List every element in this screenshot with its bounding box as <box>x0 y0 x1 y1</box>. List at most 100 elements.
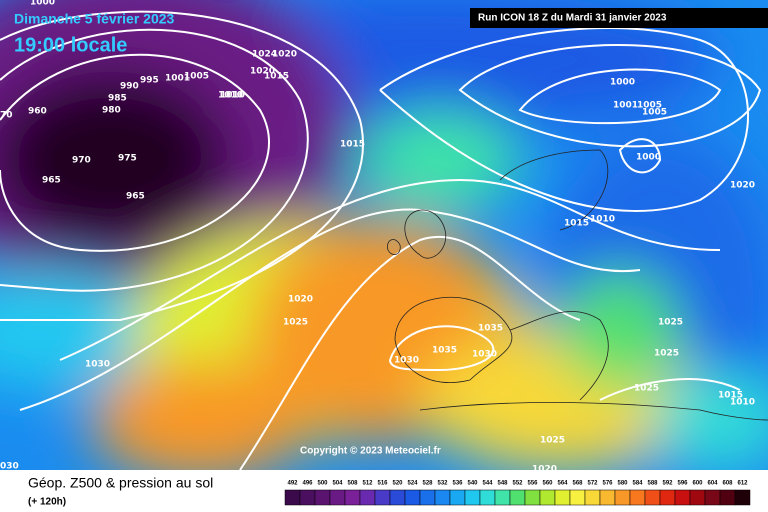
colorbar-label: 608 <box>722 481 733 487</box>
isobar-label: 1025 <box>654 349 679 359</box>
isobar-label: 1010 <box>218 91 243 101</box>
colorbar-swatch <box>329 489 346 506</box>
colorbar-swatch <box>299 489 316 506</box>
colorbar-swatch <box>434 489 451 506</box>
colorbar-label: 532 <box>437 481 448 487</box>
footer-title: Géop. Z500 & pression au sol <box>28 475 213 491</box>
coastlines <box>387 149 768 421</box>
isobar-label: 1025 <box>540 436 565 446</box>
colorbar-label: 516 <box>377 481 388 487</box>
colorbar-swatch <box>644 489 661 506</box>
colorbar-label: 536 <box>452 481 463 487</box>
colorbar-label: 564 <box>557 481 568 487</box>
isobar-label: 1015 <box>340 140 365 150</box>
colorbar-swatch <box>359 489 376 506</box>
colorbar-label: 492 <box>287 481 298 487</box>
colorbar-label: 560 <box>542 481 553 487</box>
isobar-label: 990 <box>120 82 139 92</box>
colorbar-label: 512 <box>362 481 373 487</box>
time-label: 19:00 locale <box>14 34 127 56</box>
colorbar-swatch <box>374 489 391 506</box>
colorbar-swatch <box>389 489 406 506</box>
colorbar: 492 496 500 504 508 512 516 520 524 528 532 536 540 5… <box>284 481 751 506</box>
isobar-label: 1020 <box>730 181 755 191</box>
isobar-label: 1035 <box>432 346 457 356</box>
colorbar-label: 500 <box>317 481 328 487</box>
colorbar-label: 528 <box>422 481 433 487</box>
isobar-label: 1000 <box>30 0 55 8</box>
isobar-label: 965 <box>126 192 145 202</box>
run-box <box>470 8 768 28</box>
isobar-label: 995 <box>140 76 159 86</box>
colorbar-label: 604 <box>707 481 718 487</box>
colorbar-label: 556 <box>527 481 538 487</box>
isobar-label: 960 <box>28 107 47 117</box>
isobar-label: 1005 <box>637 101 662 111</box>
isobar-label: 1030 <box>472 350 497 360</box>
date-label: Dimanche 5 février 2023 <box>14 11 175 27</box>
colorbar-label: 612 <box>737 481 748 487</box>
isobar-label: 1010 <box>220 91 245 101</box>
colorbar-label: 592 <box>662 481 673 487</box>
colorbar-label: 552 <box>512 481 523 487</box>
isobar-label: 1015 <box>564 219 589 229</box>
isobar-label: 1010 <box>730 398 755 408</box>
colorbar-swatch <box>509 489 526 506</box>
isobar-label: 1035 <box>478 324 503 334</box>
isobar-label: 1015 <box>264 72 289 82</box>
colorbar-swatch <box>584 489 601 506</box>
colorbar-swatch <box>449 489 466 506</box>
isobar-label: 1001 <box>165 74 190 84</box>
colorbar-swatch <box>344 489 361 506</box>
colorbar-swatch <box>629 489 646 506</box>
colorbar-label: 596 <box>677 481 688 487</box>
isobar-label: 1020 <box>272 50 297 60</box>
isobar-label: 1020 <box>532 465 557 475</box>
colorbar-swatch <box>659 489 676 506</box>
colorbar-label: 548 <box>497 481 508 487</box>
isobar-label: 030 <box>0 462 19 472</box>
colorbar-swatch <box>614 489 631 506</box>
colorbar-swatch <box>689 489 706 506</box>
isobar-label: 1020 <box>250 67 275 77</box>
colorbar-swatch <box>464 489 481 506</box>
colorbar-swatch <box>524 489 541 506</box>
colorbar-label: 524 <box>407 481 418 487</box>
colorbar-swatch <box>569 489 586 506</box>
colorbar-label: 540 <box>467 481 478 487</box>
colorbar-label: 568 <box>572 481 583 487</box>
colorbar-label: 544 <box>482 481 493 487</box>
isobar-label: 1000 <box>610 78 635 88</box>
isobar-label: 1001 <box>613 101 638 111</box>
isobar-label: 1030 <box>85 360 110 370</box>
isobar-label: 1024 <box>252 50 277 60</box>
isobar-label: 70 <box>0 111 13 121</box>
colorbar-swatch <box>734 489 751 506</box>
isobar-label: 965 <box>42 176 61 186</box>
colorbar-label: 576 <box>602 481 613 487</box>
isobar-label: 1005 <box>642 108 667 118</box>
isobar-label: 1020 <box>288 295 313 305</box>
colorbar-swatch <box>404 489 421 506</box>
copyright: Copyright © 2023 Meteociel.fr <box>300 446 441 457</box>
colorbar-swatch <box>479 489 496 506</box>
field <box>0 0 768 470</box>
isobar-label: 985 <box>108 94 127 104</box>
colorbar-swatch <box>419 489 436 506</box>
isobar-label: 1025 <box>658 318 683 328</box>
colorbar-label: 572 <box>587 481 598 487</box>
isobar-label: 1015 <box>718 391 743 401</box>
colorbar-swatch <box>674 489 691 506</box>
isobar-label: 1025 <box>283 318 308 328</box>
colorbar-label: 584 <box>632 481 643 487</box>
footer-step: (+ 120h) <box>28 497 66 508</box>
colorbar-label: 508 <box>347 481 358 487</box>
isobar-label: 970 <box>72 156 91 166</box>
isobar-label: 1030 <box>394 356 419 366</box>
run-label: Run ICON 18 Z du Mardi 31 janvier 2023 <box>478 13 667 24</box>
isobar-label: 1000 <box>636 153 661 163</box>
colorbar-swatch <box>314 489 331 506</box>
